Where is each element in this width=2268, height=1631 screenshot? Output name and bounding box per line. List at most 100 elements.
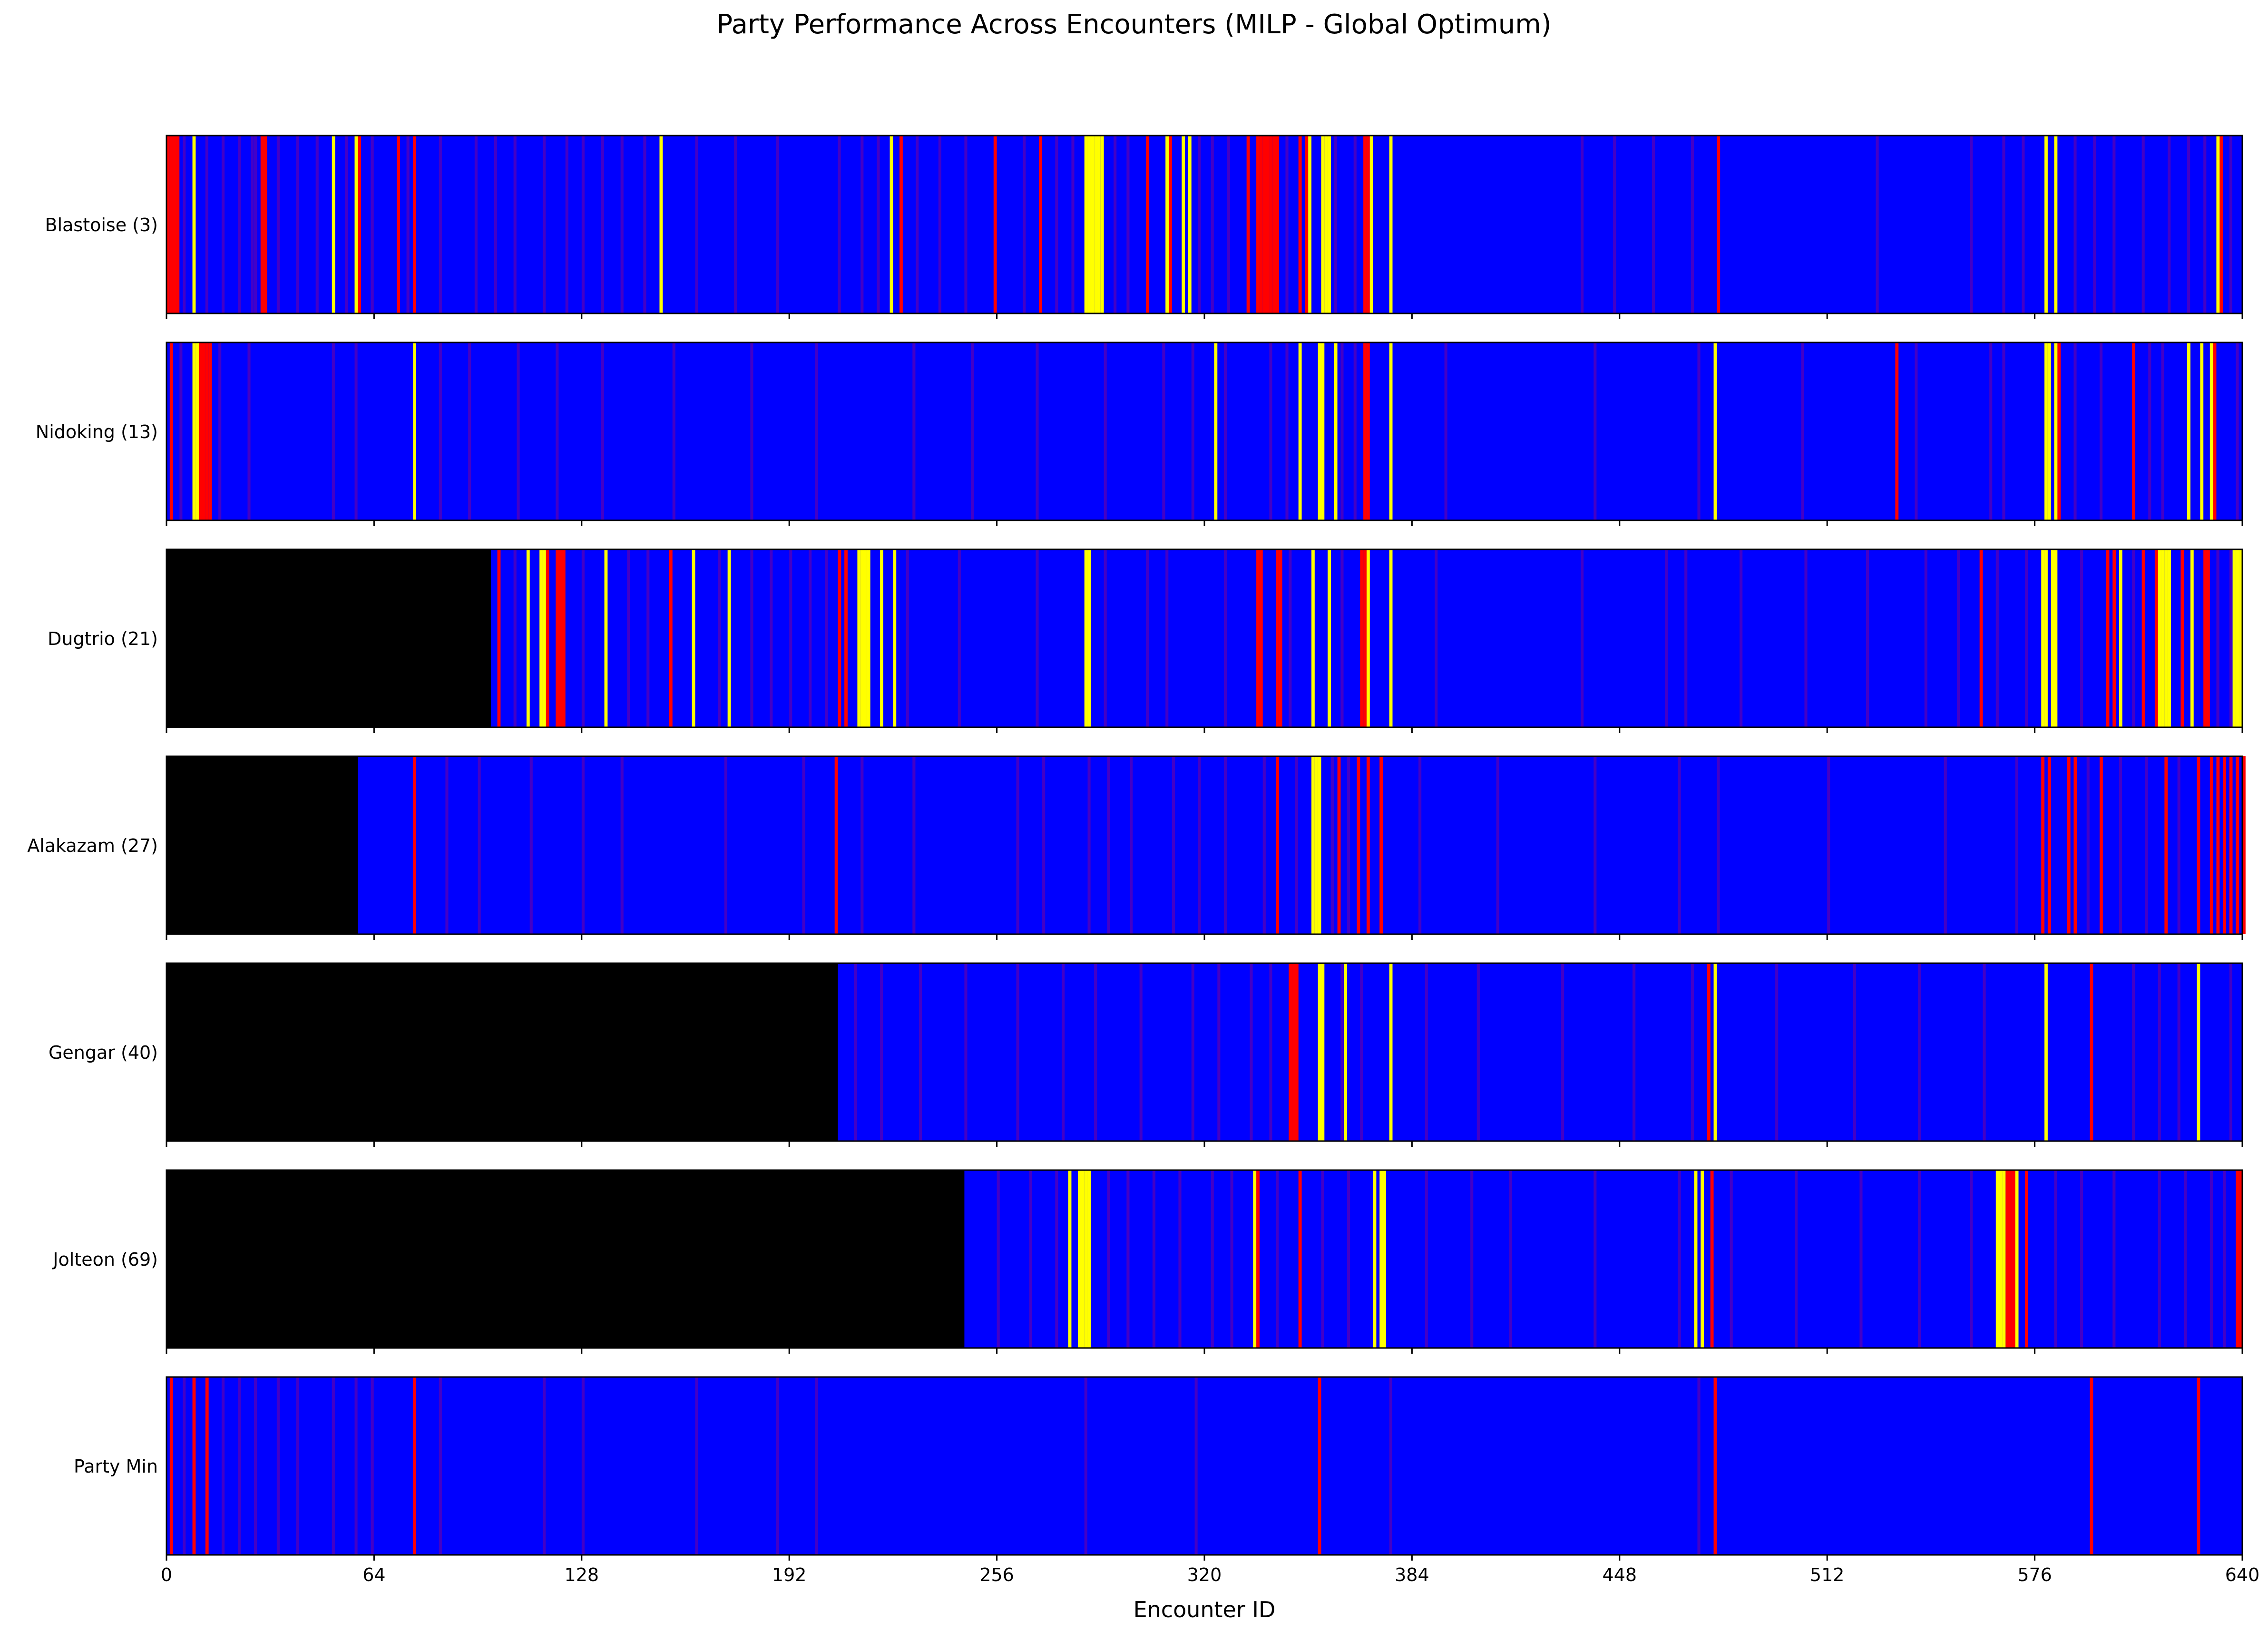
cell-red: [993, 136, 997, 313]
cell-red: [199, 342, 203, 520]
cell-yellow: [1389, 549, 1393, 727]
cell-yellow: [1182, 136, 1185, 313]
cell-faint: [1593, 1170, 1597, 1348]
cell-faint: [1775, 963, 1779, 1141]
cell-red: [1366, 136, 1370, 313]
cell-faint: [183, 1377, 186, 1555]
cell-faint: [2015, 756, 2018, 934]
cell-yellow: [1694, 1170, 1698, 1348]
cell-faint: [1107, 1170, 1110, 1348]
cell-faint: [906, 549, 909, 727]
cell-faint: [1989, 342, 1993, 520]
cell-yellow: [727, 549, 731, 727]
cell-faint: [354, 1377, 358, 1555]
cell-red: [2005, 1170, 2009, 1348]
cell-faint: [1561, 963, 1564, 1141]
cell-faint: [880, 963, 883, 1141]
cell-faint: [2216, 549, 2219, 727]
cell-faint: [860, 756, 864, 934]
x-axis-label: Encounter ID: [1134, 1597, 1276, 1622]
cell-red: [556, 549, 559, 727]
cell-faint: [1104, 549, 1107, 727]
cell-faint: [1915, 342, 1918, 520]
cell-red: [2073, 756, 2077, 934]
cell-faint: [1289, 549, 1292, 727]
cell-yellow: [1308, 136, 1312, 313]
cell-yellow: [2051, 549, 2054, 727]
cell-faint: [581, 1377, 585, 1555]
cell-yellow: [2044, 342, 2048, 520]
cell-faint: [1285, 136, 1289, 313]
cell-faint: [1924, 549, 1927, 727]
cell-faint: [1042, 756, 1046, 934]
cell-yellow: [2054, 342, 2058, 520]
cell-red: [173, 136, 176, 313]
cell-faint: [1016, 756, 1019, 934]
cell-faint: [1130, 756, 1133, 934]
heatmap-row: Dugtrio (21): [48, 548, 2243, 733]
cell-faint: [2093, 136, 2096, 313]
cell-yellow: [1318, 756, 1321, 934]
cell-faint: [2161, 342, 2164, 520]
cell-faint: [1633, 963, 1636, 1141]
cell-faint: [1084, 1377, 1087, 1555]
cell-red: [202, 342, 205, 520]
cell-faint: [1152, 1170, 1156, 1348]
cell-faint: [1353, 136, 1357, 313]
cell-red: [1289, 963, 1292, 1141]
cell-faint: [912, 342, 916, 520]
cell-faint: [1340, 963, 1344, 1141]
cell-faint: [1353, 342, 1357, 520]
cell-faint: [718, 549, 721, 727]
cell-red: [2242, 756, 2246, 934]
cell-faint: [2073, 342, 2077, 520]
unavailable-region: [166, 756, 358, 934]
cell-faint: [1804, 549, 1808, 727]
cell-yellow: [2239, 549, 2242, 727]
cell-yellow: [2054, 136, 2058, 313]
cell-yellow: [1321, 342, 1325, 520]
cell-faint: [1165, 549, 1169, 727]
cell-yellow: [1084, 1170, 1088, 1348]
cell-yellow: [857, 549, 861, 727]
cell-faint: [1918, 1170, 1921, 1348]
cell-faint: [1126, 136, 1130, 313]
cell-yellow: [354, 136, 358, 313]
cell-red: [2216, 756, 2220, 934]
cell-faint: [445, 756, 449, 934]
cell-yellow: [1097, 136, 1101, 313]
row-label: Nidoking (13): [36, 421, 158, 442]
heatmap-row: Nidoking (13): [36, 342, 2243, 526]
cell-red: [2223, 756, 2226, 934]
cell-faint: [1223, 756, 1227, 934]
cell-faint: [2145, 756, 2148, 934]
cell-yellow: [1188, 136, 1192, 313]
x-tick-label: 128: [565, 1564, 599, 1585]
cell-red: [1713, 1377, 1717, 1555]
x-tick-label: 576: [2017, 1564, 2052, 1585]
cell-yellow: [196, 342, 199, 520]
cell-yellow: [1389, 963, 1393, 1141]
cell-yellow: [1087, 136, 1091, 313]
cell-faint: [1801, 342, 1804, 520]
cell-yellow: [2161, 549, 2165, 727]
cell-red: [1707, 963, 1711, 1141]
unavailable-region: [166, 963, 838, 1141]
cell-faint: [1697, 342, 1701, 520]
cell-yellow: [1087, 549, 1091, 727]
cell-faint: [620, 136, 624, 313]
cell-faint: [1114, 136, 1117, 313]
cell-red: [1305, 136, 1309, 313]
cell-yellow: [526, 549, 530, 727]
cell-faint: [276, 1377, 280, 1555]
cell-faint: [179, 342, 183, 520]
cell-faint: [1139, 963, 1143, 1141]
cell-yellow: [2044, 136, 2048, 313]
cell-red: [2180, 549, 2184, 727]
cell-red: [205, 342, 209, 520]
cell-faint: [789, 549, 792, 727]
cell-red: [2229, 756, 2233, 934]
cell-red: [1318, 1377, 1321, 1555]
cell-faint: [2112, 136, 2116, 313]
cell-faint: [1684, 549, 1688, 727]
